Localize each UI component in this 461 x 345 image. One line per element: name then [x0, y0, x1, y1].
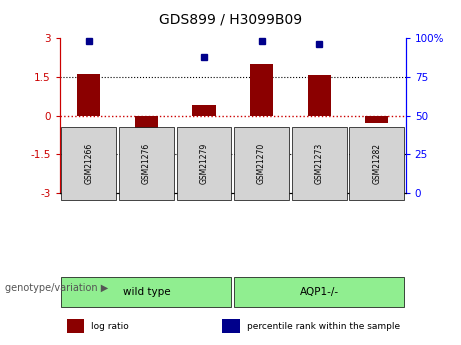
Bar	[77, 74, 100, 116]
FancyBboxPatch shape	[234, 277, 404, 307]
Bar	[308, 76, 331, 116]
Bar	[250, 64, 273, 116]
FancyBboxPatch shape	[349, 127, 404, 200]
Text: genotype/variation ▶: genotype/variation ▶	[5, 283, 108, 293]
FancyBboxPatch shape	[119, 127, 174, 200]
Text: GDS899 / H3099B09: GDS899 / H3099B09	[159, 12, 302, 26]
Bar	[365, 116, 388, 123]
Bar	[67, 319, 84, 333]
Text: wild type: wild type	[123, 287, 170, 296]
FancyBboxPatch shape	[61, 127, 116, 200]
Text: AQP1-/-: AQP1-/-	[300, 287, 339, 296]
Text: GSM21270: GSM21270	[257, 143, 266, 185]
FancyBboxPatch shape	[234, 127, 289, 200]
Text: GSM21266: GSM21266	[84, 143, 93, 185]
Text: percentile rank within the sample: percentile rank within the sample	[247, 322, 400, 331]
Bar	[135, 116, 158, 165]
Text: GSM21279: GSM21279	[200, 143, 208, 185]
FancyBboxPatch shape	[177, 127, 231, 200]
Text: GSM21282: GSM21282	[372, 144, 381, 184]
FancyBboxPatch shape	[292, 127, 347, 200]
FancyBboxPatch shape	[61, 277, 231, 307]
Bar	[193, 105, 216, 116]
Text: log ratio: log ratio	[91, 322, 129, 331]
Bar	[222, 319, 240, 333]
Text: GSM21276: GSM21276	[142, 143, 151, 185]
Text: GSM21273: GSM21273	[315, 143, 324, 185]
